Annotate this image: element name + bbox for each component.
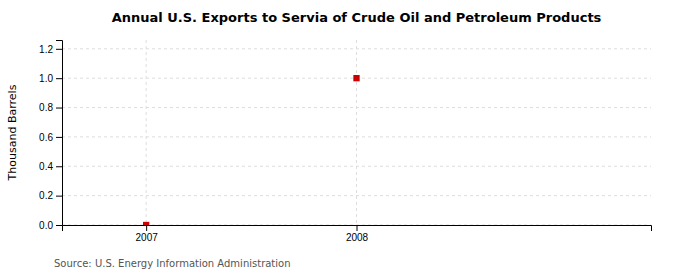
tick-label: 0.2 — [39, 190, 53, 201]
tick-label: 0.0 — [39, 220, 53, 231]
tick-mark — [56, 166, 62, 167]
tick: 2008 — [346, 225, 369, 243]
point — [353, 75, 359, 81]
tick-mark — [56, 137, 62, 138]
tick-label: 2008 — [346, 232, 369, 243]
tick-mark — [56, 196, 62, 197]
tick-mark — [146, 225, 147, 231]
tick-label: 2007 — [136, 232, 159, 243]
grid-line — [356, 40, 357, 225]
tick: 1.0 — [39, 73, 62, 84]
tick-label: 0.6 — [39, 132, 53, 143]
grid-line — [62, 195, 651, 196]
grid-line — [146, 40, 147, 225]
tick: 0.2 — [39, 190, 62, 201]
tick-mark — [56, 225, 62, 226]
y-axis-label: Thousand Barrels — [6, 84, 19, 181]
tick-mark — [56, 78, 62, 79]
tick: 0.8 — [39, 102, 62, 113]
tick: 1.2 — [39, 44, 62, 55]
tick: 0.0 — [39, 220, 62, 231]
tick-label: 1.2 — [39, 44, 53, 55]
plot-area: 2007 2008 0.0 0.2 0.4 0.6 0.8 1.0 1.2 — [39, 40, 651, 243]
tick: 0.6 — [39, 132, 62, 143]
tick: 2007 — [136, 225, 159, 243]
x-axis: 2007 2008 — [63, 225, 652, 243]
title: Annual U.S. Exports to Servia of Crude O… — [112, 10, 602, 25]
tick-label: 1.0 — [39, 73, 53, 84]
tick-mark — [56, 49, 62, 50]
source: Source: U.S. Energy Information Administ… — [54, 258, 291, 269]
axis-line — [56, 41, 63, 226]
point — [143, 222, 149, 225]
y-axis: 0.0 0.2 0.4 0.6 0.8 1.0 1.2 — [39, 41, 62, 231]
tick-label: 0.8 — [39, 102, 53, 113]
grid — [62, 40, 651, 225]
tick-mark — [357, 225, 358, 231]
marks — [143, 75, 360, 225]
tick: 0.4 — [39, 161, 62, 172]
axis-line — [63, 226, 652, 232]
tick-mark — [56, 108, 62, 109]
chart: 2007 2008 0.0 0.2 0.4 0.6 0.8 1.0 1.2 Annual U.S.… — [0, 0, 675, 275]
tick-label: 0.4 — [39, 161, 53, 172]
